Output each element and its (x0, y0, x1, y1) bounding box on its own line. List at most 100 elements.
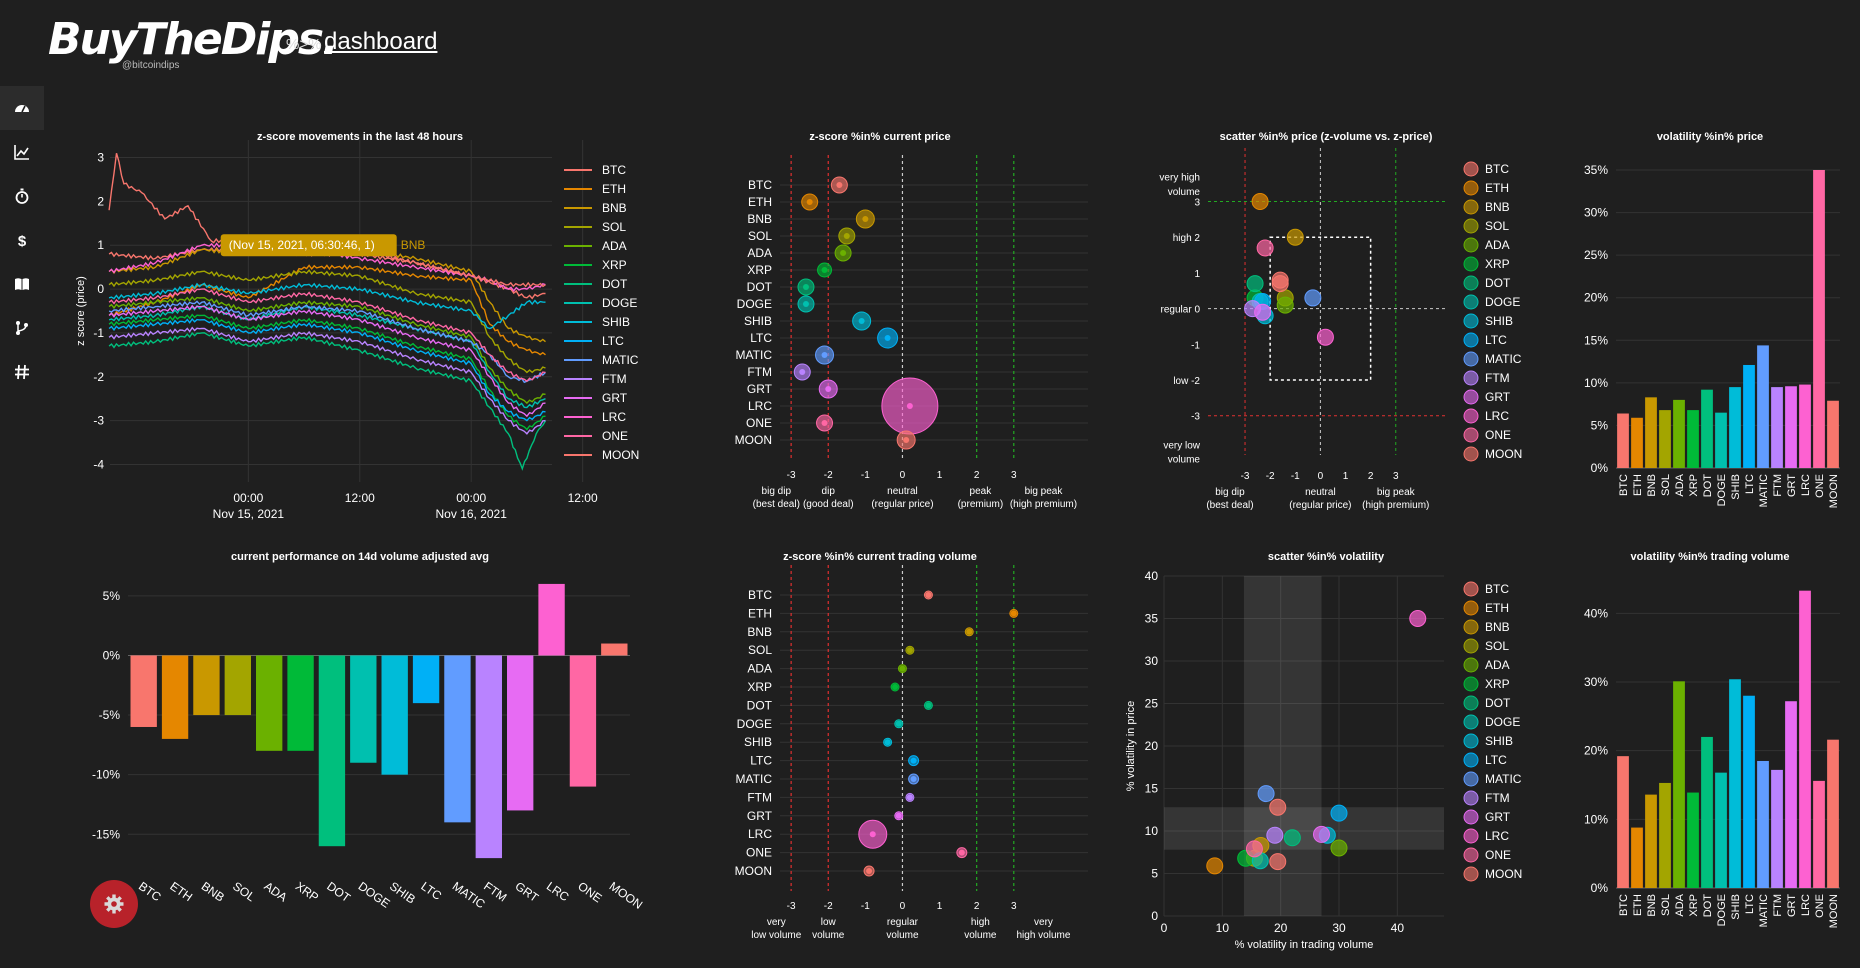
x-tick-label: 00:00 (456, 491, 486, 505)
x-tick-label: LRC (1800, 894, 1812, 916)
stopwatch-icon (15, 188, 29, 204)
legend-label: XRP (1485, 257, 1510, 271)
x-tick-label: DOGE (356, 879, 393, 911)
x-tick-label: ONE (575, 879, 604, 905)
data-point (1283, 829, 1301, 847)
data-point (1245, 840, 1263, 858)
bar (1631, 827, 1643, 888)
data-point-center (858, 318, 865, 324)
x-category-label: big dip (1215, 487, 1245, 498)
bar (1631, 417, 1643, 468)
legend-marker (1463, 256, 1479, 272)
y-tick-label: 5% (1591, 418, 1609, 432)
x-tick-label: GRT (512, 879, 541, 905)
legend-marker (1463, 275, 1479, 291)
bar (601, 643, 628, 656)
bar (381, 655, 408, 775)
y-tick-label: 5 (1151, 867, 1158, 881)
x-category-sublabel: (good deal) (803, 499, 854, 510)
chart-title: volatility %in% trading volume (1631, 551, 1790, 563)
y-category-label: volume (1168, 455, 1201, 466)
y-tick-label: SHIB (744, 735, 772, 749)
y-tick-label: 15% (1584, 333, 1608, 347)
bar (569, 655, 597, 787)
bar (1813, 170, 1825, 468)
bar (412, 655, 440, 704)
x-category-label: neutral (1305, 487, 1336, 498)
x-category-label: very (1034, 917, 1053, 928)
bar (1715, 412, 1727, 468)
bar (1687, 410, 1699, 468)
y-tick-label: SOL (748, 643, 772, 657)
x-tick-label: 1 (937, 470, 943, 481)
logo: BuyTheDips. (48, 14, 339, 65)
sidebar-item-timer[interactable] (0, 174, 44, 218)
data-point (1269, 798, 1287, 816)
x-category-label: very (767, 917, 786, 928)
chart-title: z-score movements in the last 48 hours (257, 131, 463, 143)
bar (350, 655, 377, 763)
legend: BTC ETH BNB SOL ADA XRP DOT DOGE SHIB LTC MATIC FTM… (1463, 161, 1522, 462)
dollar-icon: $ (18, 233, 27, 248)
sidebar-item-dashboard[interactable] (0, 86, 44, 130)
data-point-center (906, 794, 913, 801)
x-tick-label: SHIB (1730, 894, 1742, 920)
x-tick-label: MOON (1828, 474, 1840, 508)
legend-label: GRT (1485, 810, 1511, 824)
sidebar-item-docs[interactable] (0, 262, 44, 306)
bar (1813, 780, 1825, 888)
svg-text:$: $ (18, 233, 27, 248)
x-category-label: neutral (887, 486, 918, 497)
bar (1645, 794, 1657, 888)
x-tick-label: LTC (418, 879, 444, 903)
sidebar-item-tags[interactable] (0, 350, 44, 394)
legend-label: BNB (602, 201, 627, 215)
sidebar-item-source[interactable] (0, 306, 44, 350)
y-category-label: 3 (1194, 198, 1200, 209)
x-tick-label: ETH (1632, 894, 1644, 916)
chart-title: scatter %in% price (z-volume vs. z-price… (1220, 131, 1433, 143)
x-category-sublabel: volume (812, 930, 845, 941)
x-tick-label: 00:00 (233, 491, 263, 505)
y-tick-label: BTC (748, 178, 772, 192)
legend-marker (1463, 313, 1479, 329)
legend-marker (1463, 619, 1479, 635)
data-point-center (906, 403, 913, 409)
x-tick-label: 1 (1343, 471, 1349, 482)
settings-button[interactable] (90, 880, 138, 928)
x-tick-label: 0 (1318, 471, 1324, 482)
legend-label: DOGE (1485, 295, 1520, 309)
x-tick-label: -1 (861, 470, 870, 481)
x-tick-label: ETH (167, 879, 195, 904)
legend-label: DOGE (1485, 715, 1520, 729)
y-tick-label: -10% (92, 768, 120, 782)
x-tick-label: -2 (824, 470, 833, 481)
y-tick-label: BTC (748, 588, 772, 602)
y-tick-label: 40% (1584, 606, 1608, 620)
bar (475, 655, 502, 859)
legend-label: XRP (602, 258, 627, 272)
data-point-center (1010, 610, 1017, 617)
data-point-center (925, 592, 932, 598)
y-tick-label: 1 (97, 238, 104, 252)
chart-title: z-score %in% current price (809, 131, 950, 143)
bar (1799, 590, 1811, 888)
y-tick-label: -3 (93, 414, 104, 428)
x-category-sublabel: (high premium) (1362, 500, 1429, 511)
x-tick-label: ADA (261, 879, 289, 905)
x-tick-label: FTM (1772, 474, 1784, 497)
pipe-operator: %>% (286, 36, 322, 53)
legend-marker (1463, 828, 1479, 844)
x-tick-label: 0 (1161, 921, 1168, 935)
sidebar-item-price[interactable]: $ (0, 218, 44, 262)
data-point-center (869, 831, 876, 838)
data-point-center (895, 812, 902, 819)
legend: BTC ETH BNB SOL ADA XRP DOT DOGE SHIB LTC MATIC FTM… (564, 163, 639, 462)
x-tick-label: MATIC (1758, 474, 1770, 507)
performance-14d-chart: current performance on 14d volume adjust… (92, 551, 645, 912)
bar (1659, 410, 1671, 468)
sidebar-item-charts[interactable] (0, 130, 44, 174)
dashboard-link[interactable]: dashboard (324, 28, 438, 55)
bar (1701, 736, 1713, 888)
y-tick-label: 0% (103, 648, 121, 662)
